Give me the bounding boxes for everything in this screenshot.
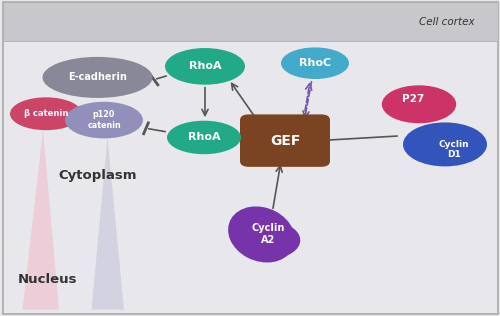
Ellipse shape (382, 85, 456, 123)
FancyBboxPatch shape (2, 2, 498, 41)
Ellipse shape (65, 102, 143, 138)
Text: Cyclin
D1: Cyclin D1 (438, 140, 470, 159)
Ellipse shape (242, 222, 300, 258)
Ellipse shape (165, 48, 245, 85)
Text: Nucleus: Nucleus (18, 273, 77, 286)
Polygon shape (22, 130, 59, 310)
Text: P27: P27 (402, 94, 424, 104)
Text: RhoA: RhoA (188, 132, 220, 143)
Text: p120
catenin: p120 catenin (87, 110, 121, 130)
Text: RhoA: RhoA (188, 61, 222, 71)
Text: RhoC: RhoC (299, 58, 331, 68)
Ellipse shape (167, 121, 241, 154)
Text: Cell cortex: Cell cortex (420, 17, 475, 27)
Ellipse shape (10, 97, 82, 130)
Text: β catenin: β catenin (24, 109, 68, 118)
Ellipse shape (228, 206, 295, 263)
Ellipse shape (42, 57, 152, 98)
Text: Cytoplasm: Cytoplasm (58, 169, 137, 182)
Polygon shape (92, 137, 124, 310)
Text: E-cadherin: E-cadherin (68, 72, 127, 82)
Ellipse shape (403, 122, 487, 167)
Text: GEF: GEF (270, 134, 300, 148)
FancyBboxPatch shape (2, 2, 498, 314)
Ellipse shape (281, 47, 349, 79)
Text: Cyclin
A2: Cyclin A2 (252, 223, 284, 245)
FancyBboxPatch shape (240, 114, 330, 167)
